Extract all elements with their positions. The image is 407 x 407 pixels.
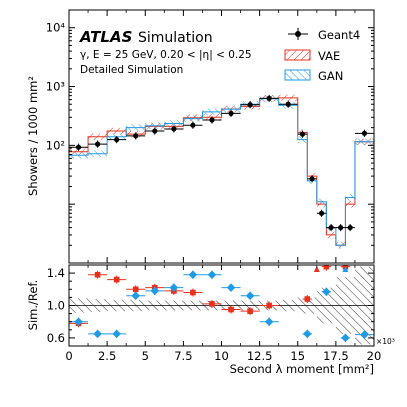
y-top-tick-label: 10³ <box>46 80 66 94</box>
gan-ratio-point <box>131 291 140 301</box>
gan-ratio-point <box>245 291 255 301</box>
geant4-point <box>285 101 291 107</box>
geant4-point <box>266 95 272 101</box>
geant4-point <box>309 176 315 182</box>
geant4-point <box>361 130 368 136</box>
ratio-points <box>69 265 374 343</box>
legend-label-vae: VAE <box>318 49 340 63</box>
ratio-overflow-arrow <box>313 266 320 272</box>
geant4-point <box>94 141 101 147</box>
x-tick-label: 12.5 <box>247 349 273 363</box>
x-tick-label: 15 <box>290 349 305 363</box>
vae-ratio-point <box>304 296 311 302</box>
vae-ratio-point <box>113 276 120 283</box>
axis-ticks: 0 2.5 5 7.5 10 12.5 15 17.5 20 10² 10³ 10⁴ 0.6 1.0 1.4 <box>46 9 382 363</box>
x-tick-label: 10 <box>214 349 229 363</box>
vae-ratio-point <box>190 289 196 296</box>
legend: Geant4 VAE GAN <box>284 28 360 83</box>
vae-ratio-point <box>228 306 234 313</box>
y-axis-title-ratio: Sim./Ref. <box>26 280 40 331</box>
legend-item-geant4: Geant4 <box>288 28 360 42</box>
geant4-point <box>133 133 139 139</box>
y-top-tick-label: 10² <box>46 138 65 152</box>
y-ratio-tick-label: 1.4 <box>47 266 65 280</box>
x-tick-label: 5 <box>142 349 149 363</box>
legend-label-geant4: Geant4 <box>318 28 360 42</box>
x-tick-label: 0 <box>65 349 72 363</box>
top-panel-frame <box>68 9 375 264</box>
x-tick-label: 2.5 <box>98 349 116 363</box>
geant4-point <box>209 117 215 123</box>
y-top-tick-label: 10⁴ <box>46 21 66 35</box>
y-ratio-tick-label: 1.0 <box>47 299 65 313</box>
geant4-point <box>299 131 306 137</box>
x-tick-label: 20 <box>367 349 382 363</box>
gan-ratio-point <box>112 329 121 339</box>
y-ratio-tick-label: 0.6 <box>47 331 65 345</box>
geant4-point <box>190 122 196 128</box>
vae-ratio-point <box>132 286 139 293</box>
y-axis-title-top: Showers / 1000 mm² <box>26 76 40 196</box>
geant4-point <box>247 102 253 108</box>
geant4-point <box>347 224 353 231</box>
legend-item-gan: GAN <box>284 69 343 83</box>
vae-ratio-point <box>323 265 330 270</box>
ratio-panel-frame <box>68 264 375 347</box>
gan-ratio-point <box>264 317 274 326</box>
geant4-point <box>114 137 120 143</box>
gan-ratio-point <box>303 329 312 339</box>
atlas-brand: ATLAS <box>79 28 132 46</box>
legend-label-gan: GAN <box>318 69 343 83</box>
x-tick-label: 17.5 <box>323 349 349 363</box>
vae-ratio-point <box>266 302 272 309</box>
vae-ratio-point <box>247 308 253 314</box>
gan-ratio-point <box>93 329 102 339</box>
gan-ratio-point <box>207 270 217 279</box>
gan-ratio-point <box>188 270 198 279</box>
gan-ratio-point <box>226 283 236 292</box>
condition-label: γ, E = 25 GeV, 0.20 < |η| < 0.25 <box>80 49 252 61</box>
vae-ratio-point <box>209 301 215 307</box>
geant4-point <box>318 210 325 216</box>
geant4-point <box>228 110 234 116</box>
x-axis-title: Second λ moment [mm²] <box>230 362 374 376</box>
atlas-title-suffix: Simulation <box>138 30 213 46</box>
x-tick-label: 7.5 <box>174 349 192 363</box>
geant4-points <box>69 94 374 232</box>
gan-step-line <box>69 98 374 246</box>
gan-ratio-point <box>74 317 83 326</box>
geant4-point <box>338 224 344 231</box>
legend-item-vae: VAE <box>284 49 340 63</box>
geant4-point <box>328 224 334 231</box>
gan-ratio-point <box>360 330 369 339</box>
geant4-point <box>75 144 82 150</box>
geant4-point <box>152 128 158 134</box>
histogram-series <box>69 94 374 249</box>
ratio-overflow-arrow <box>342 266 349 272</box>
x-axis-multiplier: ×10³ <box>376 337 395 346</box>
detail-label: Detailed Simulation <box>80 64 183 76</box>
gan-ratio-point <box>169 283 179 292</box>
vae-ratio-point <box>94 271 101 278</box>
geant4-point <box>171 126 177 132</box>
gan-ratio-point <box>322 287 331 296</box>
gan-ratio-point <box>341 333 350 343</box>
gan-ratio-point <box>150 286 160 296</box>
